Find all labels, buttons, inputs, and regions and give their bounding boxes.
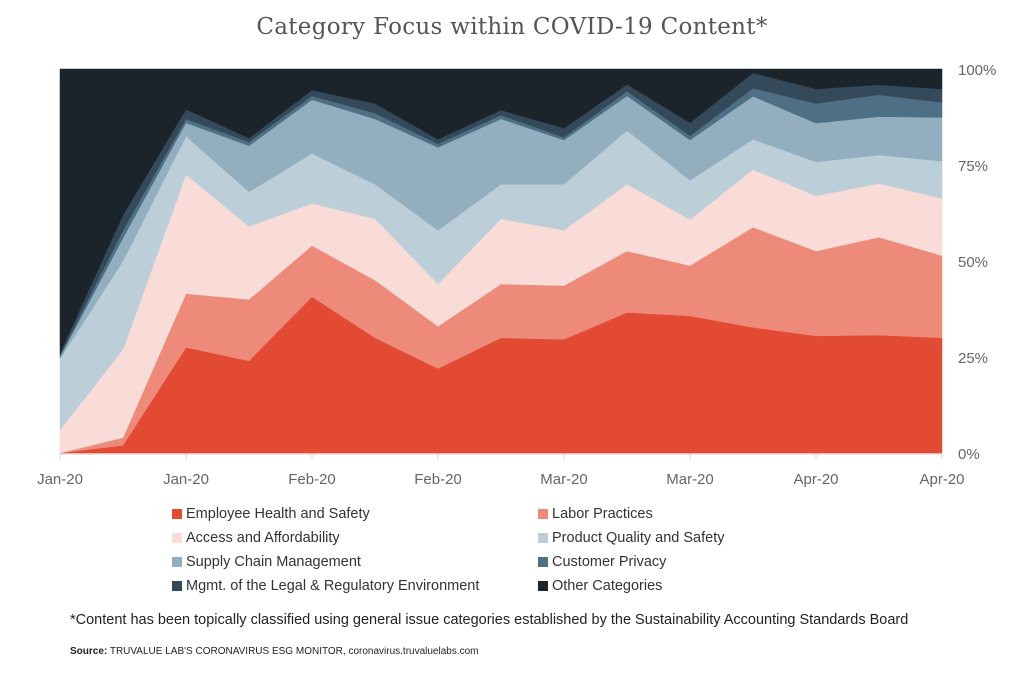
x-tick-label: Apr-20 [793, 471, 838, 488]
x-tick-label: Mar-20 [666, 471, 714, 488]
stacked-area-chart: Jan-20 Jan-20 Feb-20 Feb-20 Mar-20 Mar-20 Apr-… [37, 62, 996, 488]
legend-item: Product Quality and Safety [538, 530, 725, 546]
legend-item: Other Categories [538, 578, 662, 594]
y-tick-label: 50% [958, 254, 988, 271]
legend-item: Customer Privacy [538, 554, 666, 570]
y-tick-label: 25% [958, 350, 988, 367]
legend-item: Employee Health and Safety [172, 506, 370, 522]
x-tick-label: Feb-20 [414, 471, 462, 488]
y-tick-label: 100% [958, 62, 996, 79]
x-tick-label: Apr-20 [919, 471, 964, 488]
legend-swatch [538, 533, 548, 543]
legend-item: Mgmt. of the Legal & Regulatory Environm… [172, 578, 479, 594]
x-tick-label: Jan-20 [37, 471, 83, 488]
area-other-categories [59, 68, 943, 354]
x-tick-label: Jan-20 [163, 471, 209, 488]
source-label: Source: [70, 646, 108, 657]
legend-label: Labor Practices [552, 506, 653, 522]
chart-title: Category Focus within COVID-19 Content* [256, 14, 768, 40]
legend-item: Supply Chain Management [172, 554, 361, 570]
source-text: TRUVALUE LAB'S CORONAVIRUS ESG MONITOR, … [107, 646, 479, 657]
legend-label: Customer Privacy [552, 554, 667, 570]
legend-swatch [538, 509, 548, 519]
legend-label: Product Quality and Safety [552, 530, 725, 546]
legend-label: Employee Health and Safety [186, 506, 370, 522]
footnote: *Content has been topically classified u… [70, 612, 909, 628]
x-tick-label: Feb-20 [288, 471, 336, 488]
y-tick-label: 0% [958, 446, 980, 463]
legend-label: Mgmt. of the Legal & Regulatory Environm… [186, 578, 480, 594]
legend-swatch [538, 557, 548, 567]
legend-swatch [538, 581, 548, 591]
legend-item: Labor Practices [538, 506, 653, 522]
y-tick-label: 75% [958, 158, 988, 175]
legend-item: Access and Affordability [172, 530, 340, 546]
legend-label: Supply Chain Management [186, 554, 361, 570]
legend-swatch [172, 509, 182, 519]
legend-swatch [172, 581, 182, 591]
legend-swatch [172, 557, 182, 567]
legend-label: Other Categories [552, 578, 663, 594]
legend-swatch [172, 533, 182, 543]
legend-label: Access and Affordability [186, 530, 340, 546]
x-tick-label: Mar-20 [540, 471, 588, 488]
source-note: Source: TRUVALUE LAB'S CORONAVIRUS ESG M… [70, 646, 479, 657]
